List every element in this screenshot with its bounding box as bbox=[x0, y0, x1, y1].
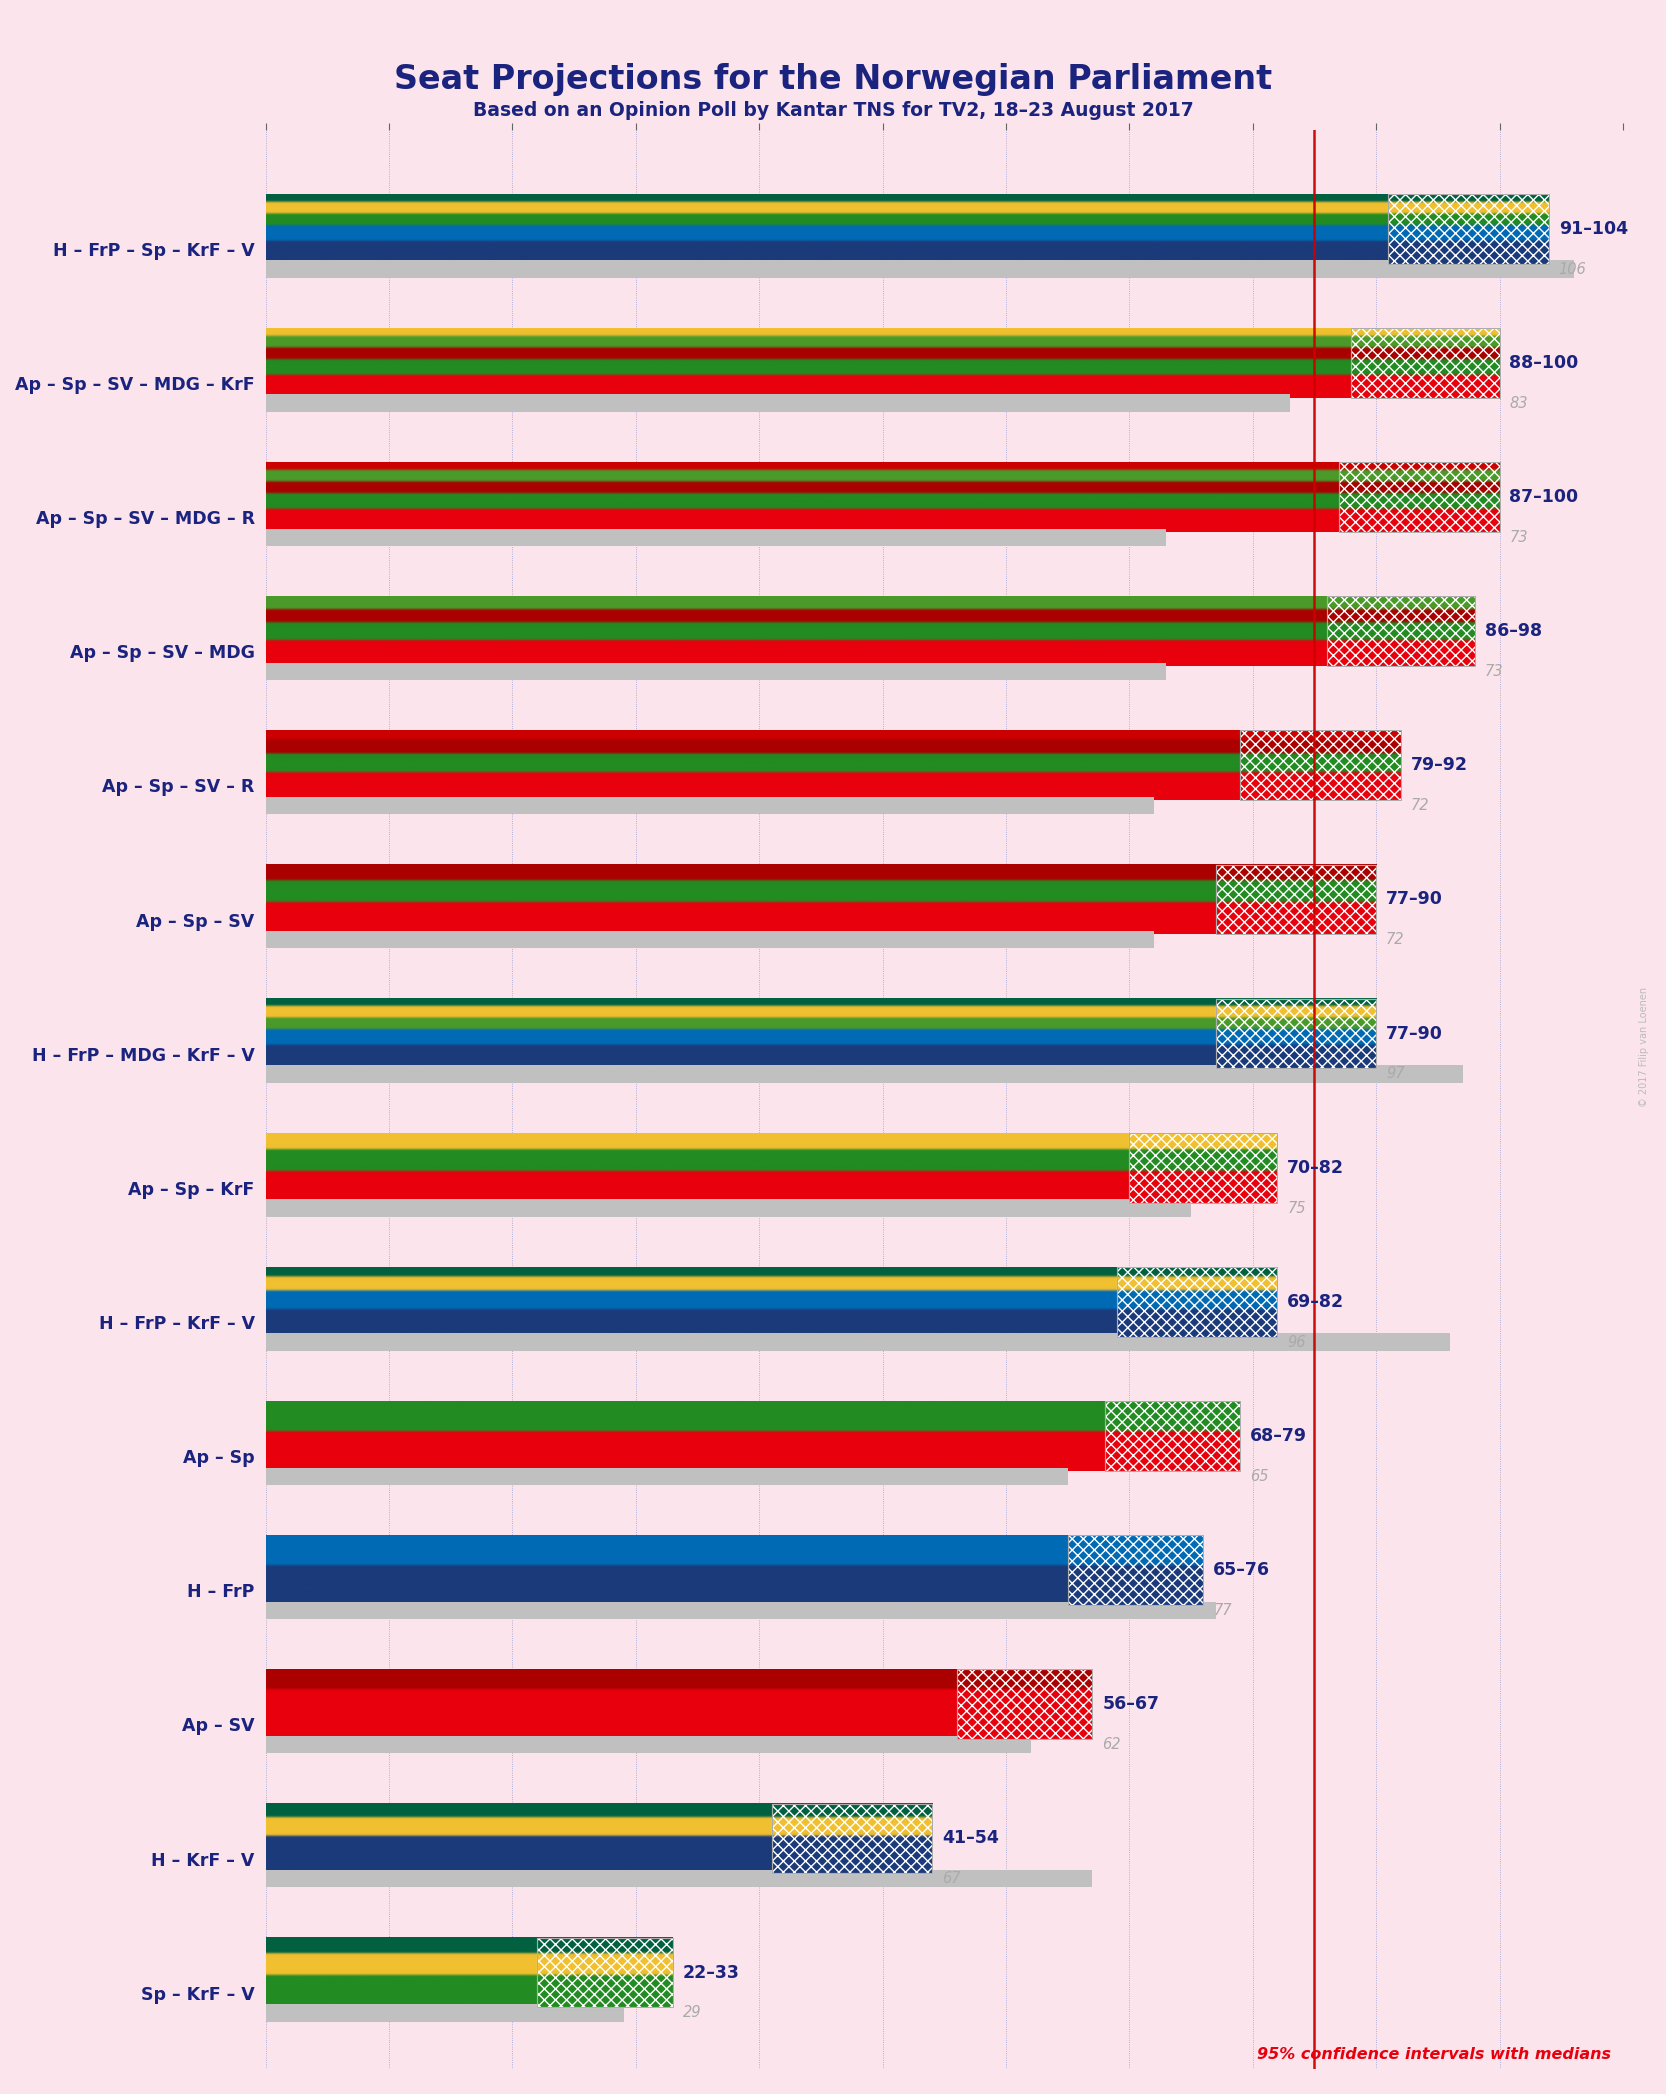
Bar bbox=[1216, 865, 1376, 934]
Bar bbox=[1351, 329, 1499, 398]
Text: 87–100: 87–100 bbox=[1509, 488, 1578, 507]
Text: 41–54: 41–54 bbox=[941, 1830, 998, 1847]
Text: 65–76: 65–76 bbox=[1213, 1562, 1269, 1579]
Text: 72: 72 bbox=[1411, 798, 1429, 812]
Text: 97: 97 bbox=[1386, 1066, 1404, 1081]
Text: © 2017 Filip van Loenen: © 2017 Filip van Loenen bbox=[1639, 986, 1649, 1108]
Bar bbox=[1130, 1133, 1278, 1202]
Bar bbox=[1105, 1401, 1241, 1470]
Bar bbox=[267, 1200, 1191, 1217]
Bar bbox=[956, 1669, 1093, 1740]
Text: 75: 75 bbox=[1288, 1200, 1306, 1215]
Text: 22–33: 22–33 bbox=[683, 1964, 740, 1981]
Bar bbox=[1388, 195, 1549, 264]
Text: 73: 73 bbox=[1509, 530, 1528, 544]
Bar bbox=[956, 1669, 1093, 1740]
Bar bbox=[1118, 1267, 1278, 1336]
Text: 70–82: 70–82 bbox=[1288, 1158, 1344, 1177]
Bar bbox=[267, 394, 1289, 413]
Bar bbox=[1326, 597, 1474, 666]
Text: 68–79: 68–79 bbox=[1250, 1426, 1308, 1445]
Text: 77–90: 77–90 bbox=[1386, 890, 1443, 909]
Text: 83: 83 bbox=[1509, 396, 1528, 410]
Bar bbox=[771, 1803, 931, 1874]
Bar bbox=[267, 1736, 1031, 1753]
Bar bbox=[267, 798, 1155, 815]
Bar bbox=[1130, 1133, 1278, 1202]
Bar bbox=[1216, 999, 1376, 1068]
Text: 72: 72 bbox=[1386, 932, 1404, 946]
Text: 73: 73 bbox=[1484, 664, 1503, 678]
Bar bbox=[267, 1602, 1216, 1619]
Text: 79–92: 79–92 bbox=[1411, 756, 1468, 775]
Text: 77–90: 77–90 bbox=[1386, 1024, 1443, 1043]
Bar bbox=[267, 662, 1166, 681]
Text: 29: 29 bbox=[683, 2006, 701, 2021]
Text: 96: 96 bbox=[1288, 1334, 1306, 1351]
Text: 95% confidence intervals with medians: 95% confidence intervals with medians bbox=[1256, 2046, 1611, 2063]
Text: Seat Projections for the Norwegian Parliament: Seat Projections for the Norwegian Parli… bbox=[393, 63, 1273, 96]
Bar bbox=[1326, 597, 1474, 666]
Text: 62: 62 bbox=[1103, 1738, 1121, 1753]
Bar bbox=[267, 1066, 1463, 1083]
Bar bbox=[1068, 1535, 1203, 1606]
Bar bbox=[1118, 1267, 1278, 1336]
Text: 88–100: 88–100 bbox=[1509, 354, 1579, 373]
Bar bbox=[267, 2004, 623, 2021]
Bar bbox=[267, 1468, 1068, 1485]
Bar bbox=[1339, 463, 1499, 532]
Bar bbox=[1216, 865, 1376, 934]
Bar bbox=[1241, 731, 1401, 800]
Text: 106: 106 bbox=[1559, 262, 1586, 276]
Bar bbox=[1105, 1401, 1241, 1470]
Bar bbox=[536, 1937, 673, 2008]
Bar bbox=[1339, 463, 1499, 532]
Text: 77: 77 bbox=[1213, 1602, 1231, 1619]
Text: 65: 65 bbox=[1250, 1468, 1269, 1485]
Bar bbox=[267, 260, 1574, 279]
Bar bbox=[1241, 731, 1401, 800]
Bar bbox=[1388, 195, 1549, 264]
Text: 91–104: 91–104 bbox=[1559, 220, 1628, 239]
Bar bbox=[267, 1870, 1093, 1887]
Bar bbox=[771, 1803, 931, 1874]
Bar bbox=[1216, 999, 1376, 1068]
Bar bbox=[536, 1937, 673, 2008]
Text: 67: 67 bbox=[941, 1872, 960, 1887]
Bar bbox=[1351, 329, 1499, 398]
Bar bbox=[1068, 1535, 1203, 1606]
Bar bbox=[267, 1334, 1449, 1351]
Bar bbox=[267, 932, 1155, 949]
Text: 86–98: 86–98 bbox=[1484, 622, 1541, 641]
Bar bbox=[267, 528, 1166, 547]
Text: 56–67: 56–67 bbox=[1103, 1696, 1160, 1713]
Text: 69–82: 69–82 bbox=[1288, 1292, 1344, 1311]
Text: Based on an Opinion Poll by Kantar TNS for TV2, 18–23 August 2017: Based on an Opinion Poll by Kantar TNS f… bbox=[473, 101, 1193, 119]
